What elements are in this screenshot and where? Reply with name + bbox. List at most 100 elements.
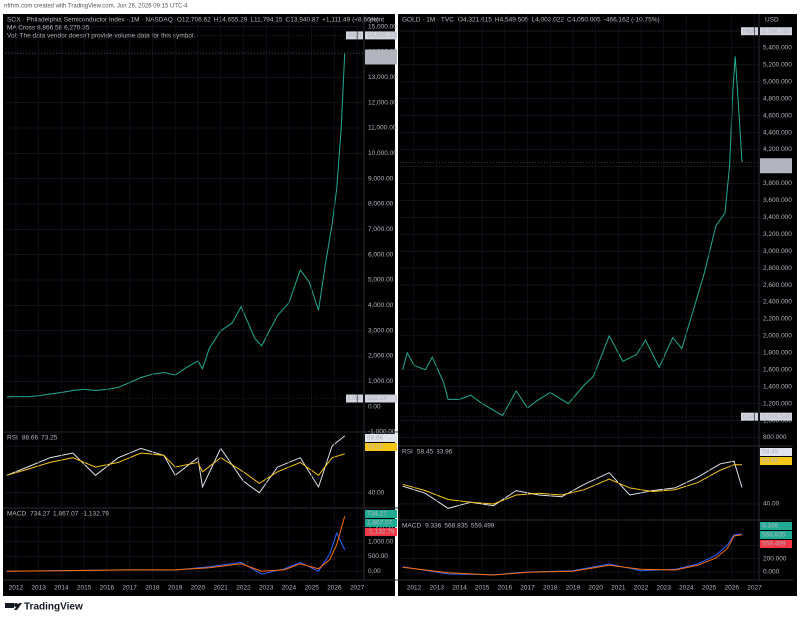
x-tick-label: 2012 [9, 585, 24, 592]
series-line [402, 56, 743, 417]
y-tick-label: 15,000.00 [368, 23, 397, 30]
value-box-label: 1,867.07 [367, 520, 393, 527]
indicator-legend: Vol: The data vendor doesn't provide vol… [7, 33, 195, 40]
value-box-label: 58.45 [762, 449, 779, 456]
legend-value: 568.835 [444, 523, 468, 530]
x-tick-label: 2018 [145, 585, 160, 592]
header: nfrhm.com created with TradingView.com, … [4, 4, 188, 10]
legend-title: MACD [7, 511, 26, 518]
x-tick-label: 2015 [77, 585, 92, 592]
y-tick-label: 3,000.00 [368, 327, 394, 334]
legend-value: 9.336 [425, 523, 442, 530]
x-tick-label: 2023 [259, 585, 274, 592]
series-line [402, 460, 743, 509]
value-box [365, 519, 397, 527]
x-tick-label: 2024 [679, 585, 694, 592]
legend-value: L4,003.022 [532, 17, 565, 24]
y-tick-label: 9,000.00 [368, 175, 394, 182]
value-box [365, 510, 397, 518]
x-tick-label: 2025 [702, 585, 717, 592]
y-tick-label: 1,000.000 [763, 417, 792, 424]
y-tick-label: 2,000.000 [763, 333, 792, 340]
y-tick-label: 6,000.00 [368, 251, 394, 258]
y-tick-label: 4,000.00 [368, 302, 394, 309]
marker-value-bg [365, 31, 397, 40]
unit-label: point [370, 17, 384, 24]
legend-value: O4,321.615 [458, 17, 492, 24]
value-box-label: 568.835 [762, 532, 786, 539]
y-tick-label: 3,800.000 [763, 180, 792, 187]
marker-tag: Low [743, 413, 755, 420]
marker-tag-bg [346, 31, 363, 40]
legend-value: 73.25 [41, 435, 58, 442]
legend-value: 88.66 [22, 435, 39, 442]
x-tick-label: 2017 [520, 585, 535, 592]
y-tick-label: 13,000.00 [368, 74, 397, 81]
marker-tag-bg [741, 27, 758, 36]
countdown: 4d 11h [762, 166, 782, 173]
y-tick-label: 40.00 [368, 490, 385, 497]
x-tick-label: 2013 [430, 585, 445, 592]
x-tick-label: 2015 [475, 585, 490, 592]
value-box [760, 457, 792, 465]
x-tick-label: 2024 [282, 585, 297, 592]
y-tick-label: 800.000 [763, 434, 787, 441]
y-tick-label: 4,800.000 [763, 95, 792, 102]
y-tick-label: 5,000.000 [763, 78, 792, 85]
last-price-bg [365, 49, 397, 65]
y-tick-label: 1,600.000 [763, 366, 792, 373]
y-tick-label: 2,800.000 [763, 265, 792, 272]
marker-value: 1,046.540 [762, 413, 791, 420]
value-box-label: 9.336 [762, 523, 779, 530]
legend-value: C13,940.87 [286, 17, 320, 24]
value-box-label: 734.27 [367, 511, 387, 518]
marker-value: 322.24 [367, 395, 387, 402]
y-tick-label: 1,800.000 [763, 350, 792, 357]
series-line [402, 464, 743, 505]
value-box-label: 73.25 [367, 444, 384, 451]
x-tick-label: 2021 [611, 585, 626, 592]
y-tick-label: 1,000.00 [368, 378, 394, 385]
legend-title: RSI [7, 435, 18, 442]
panel-bg [398, 14, 797, 596]
unit-label: USD [765, 17, 779, 24]
marker-tag: High [348, 32, 362, 39]
y-tick-label: 0.000 [763, 569, 780, 576]
marker-tag-bg [741, 412, 758, 421]
y-tick-label: 7,000.00 [368, 226, 394, 233]
legend-value: 734.27 [30, 511, 50, 518]
y-tick-label: 5,200.000 [763, 62, 792, 69]
series-line [6, 516, 346, 572]
x-tick-label: 2022 [634, 585, 649, 592]
value-box [760, 540, 792, 548]
value-box [365, 528, 397, 536]
marker-tag: Low [348, 395, 360, 402]
y-tick-label: 0.00 [368, 403, 381, 410]
x-tick-label: 2014 [54, 585, 69, 592]
x-tick-label: 2027 [747, 585, 762, 592]
value-box [760, 448, 792, 456]
legend-title: SOX · Philadelphia Semiconductor Index ·… [7, 17, 173, 24]
value-box-label: 559.499 [762, 541, 786, 548]
y-tick-label: 11,000.00 [368, 125, 397, 132]
legend-value: C4,050.005 [567, 17, 601, 24]
y-tick-label: 3,000.000 [763, 248, 792, 255]
y-tick-label: 2,600.000 [763, 282, 792, 289]
series-line [402, 534, 743, 576]
value-box [365, 443, 397, 451]
tv-logo [5, 603, 22, 610]
y-tick-label: 3,200.000 [763, 231, 792, 238]
x-tick-label: 2027 [350, 585, 365, 592]
x-tick-label: 2023 [656, 585, 671, 592]
y-tick-label: 5,400.000 [763, 45, 792, 52]
x-tick-label: 2020 [588, 585, 603, 592]
legend-title: MACD [402, 523, 421, 530]
panel-bg [3, 14, 395, 596]
x-tick-label: 2016 [100, 585, 115, 592]
y-tick-label: 1,500.00 [368, 524, 394, 531]
x-tick-label: 2018 [543, 585, 558, 592]
legend-title: GOLD · 1M · TVC [402, 17, 454, 24]
y-tick-label: 200.000 [763, 555, 787, 562]
y-tick-label: 2,200.000 [763, 316, 792, 323]
value-box [365, 434, 397, 442]
